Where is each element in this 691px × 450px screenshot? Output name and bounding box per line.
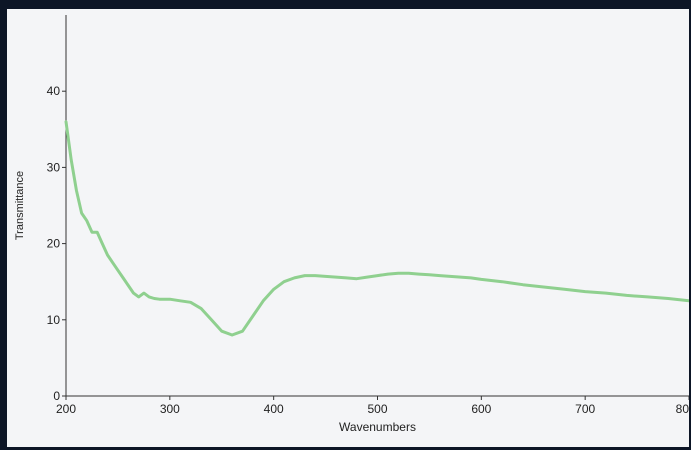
x-axis-label: Wavenumbers	[339, 420, 416, 434]
y-ticks: 0 10 20 30 40	[47, 84, 66, 403]
transmittance-chart: 200 300 400 500 600 700 80 0 10 20 30 40 Wavenumbe…	[14, 15, 689, 434]
y-tick-label: 10	[47, 313, 61, 327]
series-line	[64, 120, 689, 337]
x-tick-label: 300	[160, 402, 180, 416]
axes	[65, 15, 689, 397]
chart-frame: 200 300 400 500 600 700 80 0 10 20 30 40 Wavenumbe…	[7, 9, 689, 447]
x-ticks: 200 300 400 500 600 700 80	[56, 396, 689, 416]
x-tick-label: 700	[575, 402, 595, 416]
series-group	[64, 120, 689, 337]
x-tick-label: 400	[264, 402, 284, 416]
x-tick-label: 600	[471, 402, 491, 416]
x-tick-label: 80	[676, 402, 689, 416]
y-tick-label: 30	[47, 160, 61, 174]
y-tick-label: 20	[47, 237, 61, 251]
y-tick-label: 40	[47, 84, 61, 98]
x-tick-label: 500	[367, 402, 387, 416]
y-axis-label: Transmittance	[14, 171, 26, 240]
x-tick-label: 200	[56, 402, 76, 416]
y-tick-label: 0	[53, 389, 60, 403]
